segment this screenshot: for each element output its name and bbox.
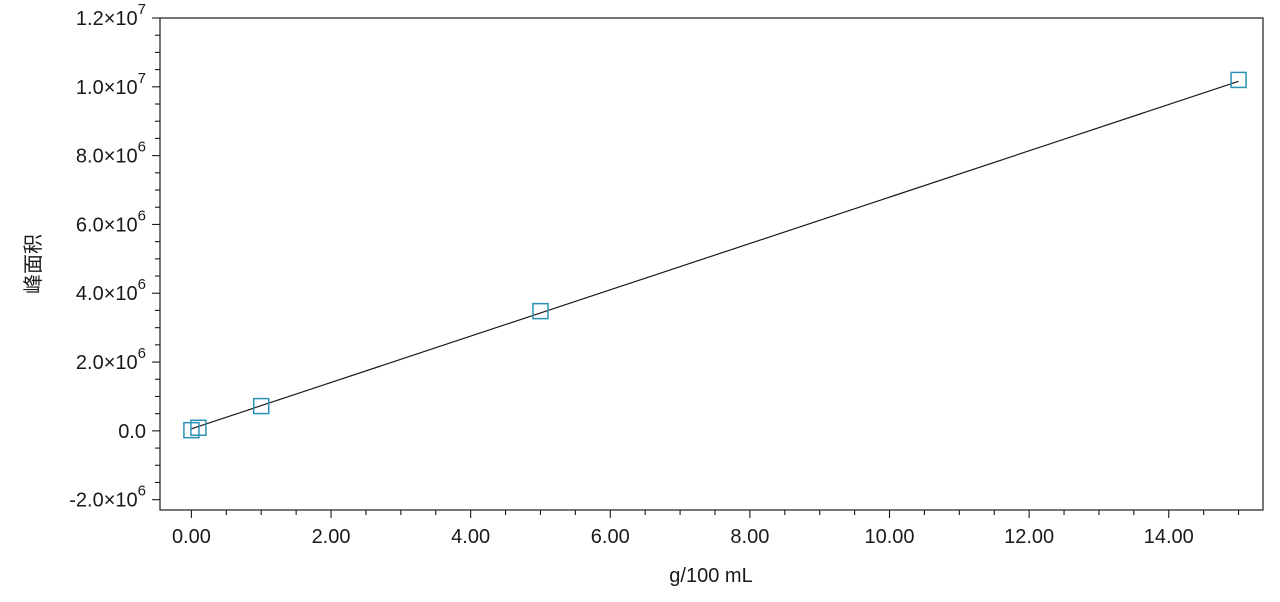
x-tick-label: 10.00 bbox=[864, 526, 914, 548]
fit-line bbox=[191, 80, 1239, 430]
y-tick-label: -2.0×106 bbox=[69, 483, 146, 512]
data-point-marker bbox=[532, 302, 549, 320]
data-point-marker bbox=[190, 419, 207, 437]
y-tick-label: 1.2×107 bbox=[76, 1, 146, 30]
y-axis-tick-labels: -2.0×106 0.0 2.0×106 4.0×106 6.0×106 8.0×106 1… bbox=[69, 1, 146, 512]
series-group bbox=[183, 71, 1247, 439]
y-tick-label: 0.0 bbox=[118, 421, 146, 443]
x-axis-title: g/100 mL bbox=[669, 565, 752, 587]
x-tick-label: 14.00 bbox=[1144, 526, 1194, 548]
data-point-marker bbox=[1230, 71, 1247, 89]
x-tick-label: 12.00 bbox=[1004, 526, 1054, 548]
x-tick-label: 6.00 bbox=[591, 526, 630, 548]
data-point-marker bbox=[252, 397, 270, 415]
y-tick-label: 1.0×107 bbox=[76, 70, 146, 99]
y-tick-label: 6.0×106 bbox=[76, 207, 146, 236]
y-tick-label: 4.0×106 bbox=[76, 276, 146, 305]
x-tick-label: 0.00 bbox=[172, 526, 211, 548]
plot-frame bbox=[159, 17, 1264, 511]
x-axis-tick-labels: 0.00 2.00 4.00 6.00 8.00 10.00 12.00 14.00 bbox=[172, 526, 1194, 548]
y-tick-label: 2.0×106 bbox=[76, 345, 146, 374]
y-tick-label: 8.0×106 bbox=[76, 139, 146, 168]
x-tick-label: 8.00 bbox=[730, 526, 769, 548]
x-axis-ticks bbox=[190, 510, 1240, 518]
x-tick-label: 2.00 bbox=[312, 526, 351, 548]
x-tick-label: 4.00 bbox=[451, 526, 490, 548]
y-axis-title: 峰面积 bbox=[22, 234, 45, 294]
y-axis-ticks bbox=[152, 17, 160, 501]
